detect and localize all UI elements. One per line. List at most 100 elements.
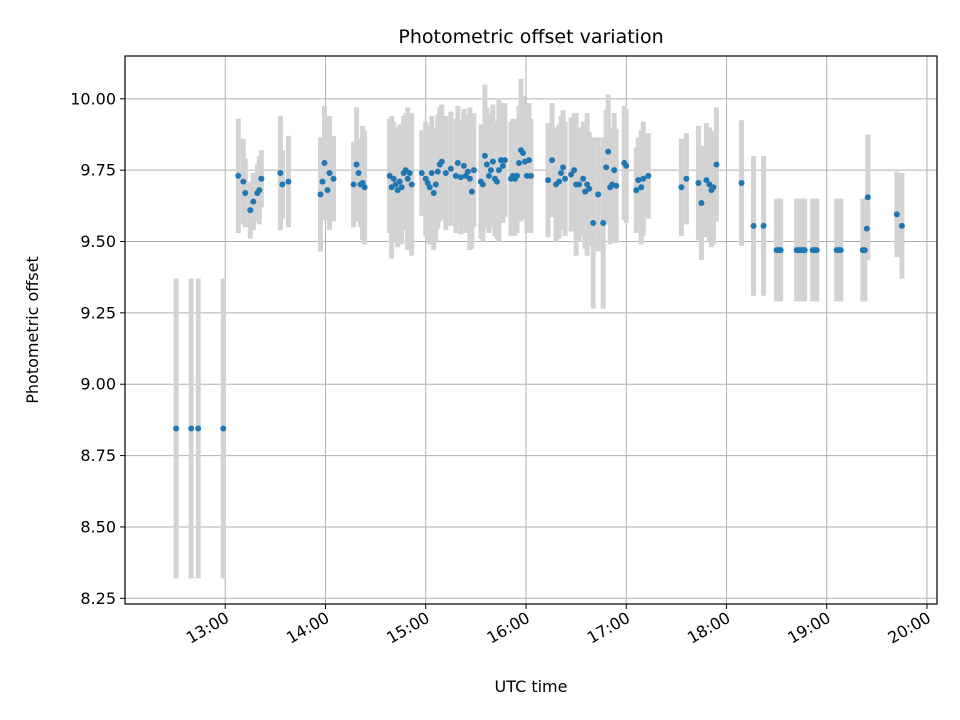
data-point (568, 171, 575, 178)
data-point (611, 167, 618, 174)
chart-title: Photometric offset variation (398, 26, 663, 48)
data-point (442, 170, 449, 177)
x-tick-label: 15:00 (383, 608, 432, 648)
data-point (396, 178, 403, 185)
y-tick-label: 10.00 (70, 89, 116, 108)
data-point (513, 172, 520, 179)
data-point (638, 184, 645, 191)
data-point (324, 187, 331, 194)
data-point (242, 190, 249, 196)
data-point (487, 167, 494, 174)
data-point (464, 168, 471, 175)
data-point (813, 247, 820, 254)
data-point (240, 178, 247, 185)
data-point (361, 184, 368, 191)
data-point (279, 181, 286, 188)
data-point (645, 172, 652, 179)
data-point (750, 222, 757, 229)
data-point (605, 148, 612, 155)
data-point (434, 168, 441, 175)
data-point (698, 199, 705, 206)
y-tick-label: 9.75 (80, 161, 116, 180)
data-point (695, 180, 702, 187)
data-point (466, 175, 473, 182)
x-tick-label: 14:00 (283, 608, 332, 648)
data-point (703, 177, 710, 184)
x-tick-label: 17:00 (584, 608, 633, 648)
data-point (485, 172, 492, 179)
data-point (452, 172, 459, 179)
x-tick-label: 19:00 (784, 608, 833, 648)
data-point (430, 190, 437, 196)
y-tick-label: 9.25 (80, 303, 116, 322)
plot-frame (124, 55, 938, 605)
data-point (457, 174, 464, 181)
data-point (738, 180, 745, 187)
data-point (580, 175, 587, 182)
data-point (635, 177, 642, 184)
data-point (330, 175, 337, 182)
y-tick-label: 9.00 (80, 375, 116, 394)
error-bars (173, 78, 905, 579)
y-tick-label: 9.50 (80, 232, 116, 251)
data-point (558, 170, 565, 177)
data-point (640, 175, 647, 182)
data-point (250, 198, 257, 205)
data-point (864, 194, 871, 201)
data-point (501, 157, 508, 164)
data-point (355, 170, 362, 177)
data-point (470, 167, 477, 174)
y-axis-label: Photometric offset (23, 256, 42, 404)
data-point (321, 160, 328, 167)
x-tick-label: 16:00 (484, 608, 533, 648)
data-point (404, 175, 411, 182)
data-point (173, 425, 180, 432)
data-point (220, 425, 227, 432)
data-point (710, 184, 717, 191)
data-point (576, 181, 583, 188)
data-point (483, 161, 490, 168)
data-point (571, 167, 578, 174)
data-point (428, 170, 435, 177)
data-point (326, 170, 333, 177)
x-tick-label: 13:00 (183, 608, 232, 648)
data-point (678, 184, 685, 191)
y-tick-label: 8.75 (80, 446, 116, 465)
data-point (863, 225, 870, 232)
data-point (549, 157, 556, 164)
data-point (519, 150, 526, 157)
data-point (235, 172, 242, 179)
data-point (247, 207, 254, 214)
data-point (713, 161, 720, 168)
data-point (545, 177, 552, 184)
data-point (390, 175, 397, 182)
data-point (319, 178, 326, 185)
data-point (438, 158, 445, 165)
data-point (468, 188, 475, 195)
data-point (479, 181, 486, 188)
data-point (556, 178, 563, 185)
data-point (317, 191, 324, 198)
data-point (499, 162, 506, 169)
data-point (623, 162, 630, 169)
data-point (495, 167, 502, 174)
x-tick-label: 20:00 (885, 608, 934, 648)
y-tick-label: 8.25 (80, 589, 116, 608)
data-point (586, 185, 593, 192)
data-point (285, 178, 292, 185)
data-point (595, 191, 602, 198)
data-point (493, 178, 500, 185)
y-tick-label: 8.50 (80, 517, 116, 536)
data-point (777, 247, 784, 254)
data-point (562, 175, 569, 182)
x-axis-label: UTC time (495, 677, 568, 696)
data-point (398, 184, 405, 191)
data-point (258, 175, 265, 182)
data-point (683, 175, 690, 182)
data-point (801, 247, 808, 254)
data-point (528, 172, 534, 179)
data-point (560, 164, 567, 171)
data-point (893, 211, 900, 218)
data-point (861, 247, 868, 254)
data-point (277, 170, 284, 177)
